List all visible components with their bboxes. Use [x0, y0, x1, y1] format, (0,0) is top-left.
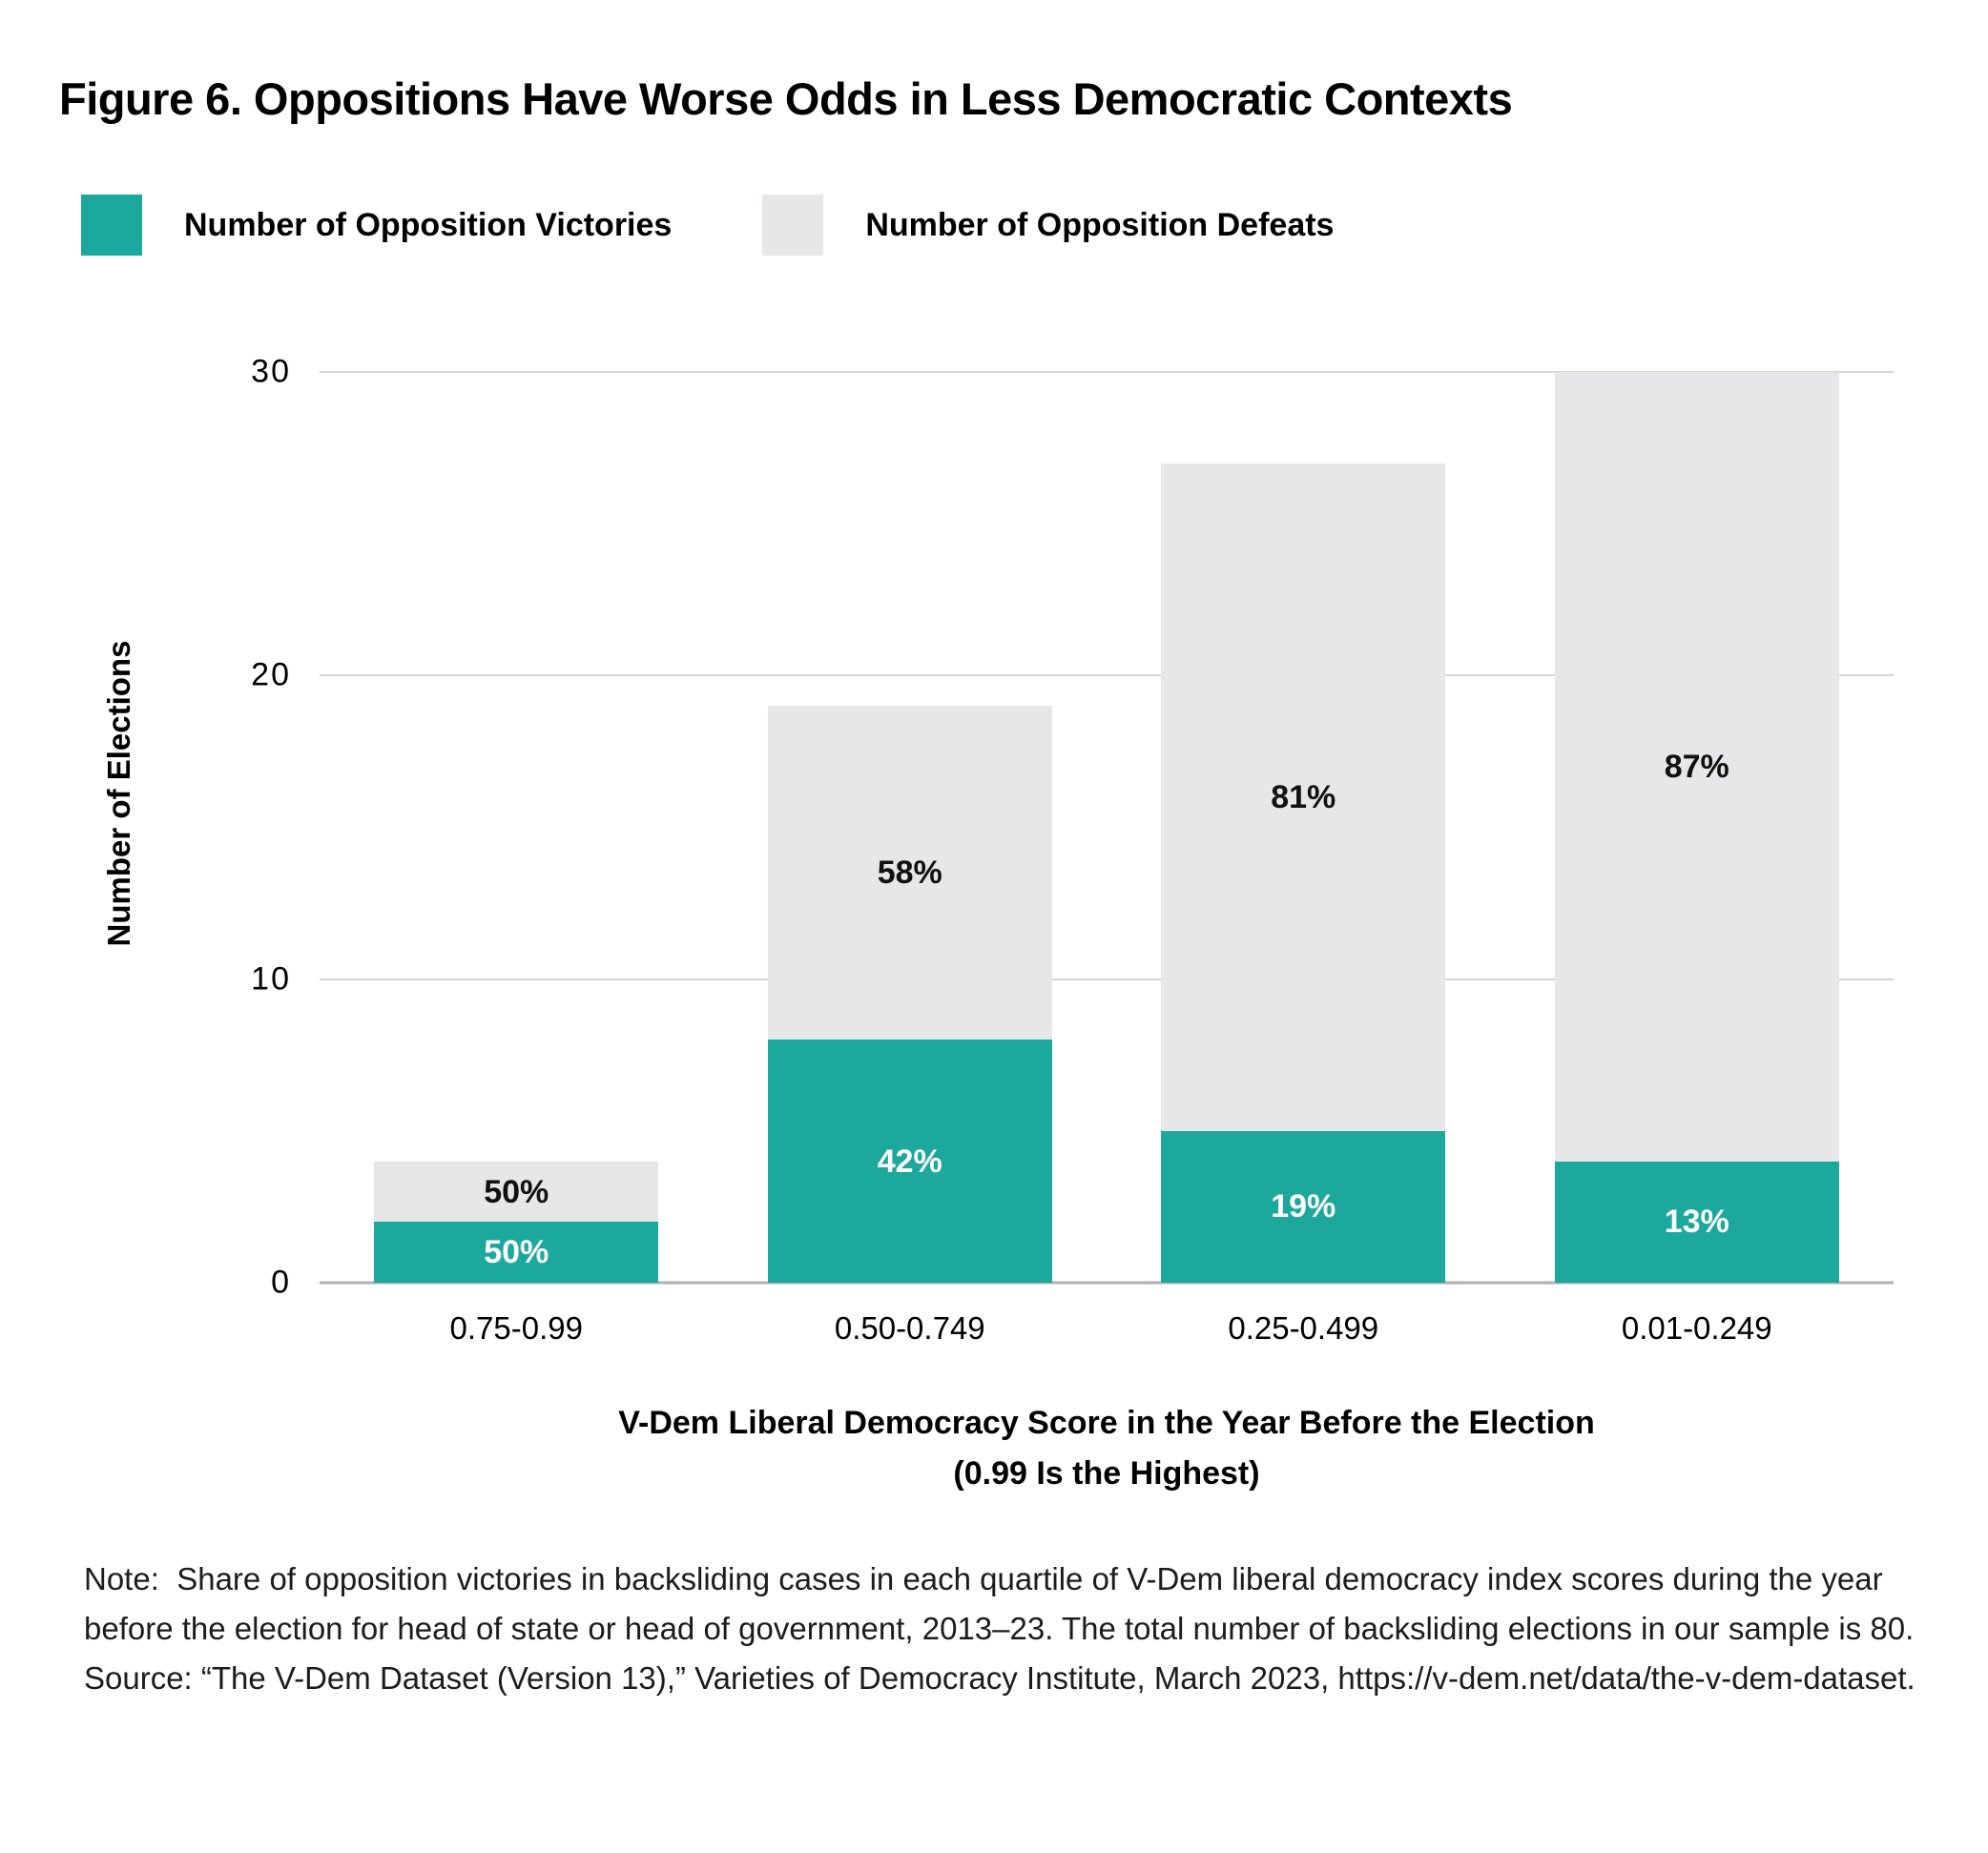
y-tick-label-10: 10 [251, 960, 291, 998]
bar-slot-0.50-0.749: 58% 42% [714, 372, 1108, 1283]
bar-segment-victories-0.25-0.499: 19% [1161, 1130, 1446, 1283]
bar-segment-victories-0.50-0.749: 42% [767, 1040, 1052, 1283]
chart-legend: Number of Opposition Victories Number of… [81, 195, 1334, 256]
x-tick-label-0.50-0.749: 0.50-0.749 [834, 1310, 985, 1346]
defeats-swatch [762, 195, 824, 256]
x-tick-label-0.25-0.499: 0.25-0.499 [1228, 1310, 1379, 1346]
y-axis-title: Number of Elections [101, 640, 136, 947]
bar-slot-0.25-0.499: 81% 19% [1107, 372, 1501, 1283]
stacked-bar-0.75-0.99: 50% 50% [374, 1161, 659, 1283]
legend-label-victories: Number of Opposition Victories [184, 206, 673, 243]
bar-segment-defeats-0.01-0.249: 87% [1554, 372, 1839, 1162]
gridline-10 [320, 978, 1894, 980]
stacked-bar-0.01-0.249: 87% 13% [1554, 372, 1839, 1283]
stacked-bar-0.50-0.749: 58% 42% [767, 706, 1052, 1283]
source-text: Source: “The V-Dem Dataset (Version 13),… [84, 1660, 1916, 1697]
bars-container: 50% 50% 58% 42% 81% 19% 87% 13% [320, 372, 1894, 1283]
bar-slot-0.75-0.99: 50% 50% [320, 372, 714, 1283]
bar-segment-victories-0.75-0.99: 50% [374, 1222, 659, 1283]
plot-area: 0 10 20 30 50% 50% 58% 42% 81% 19% 87% 13% [251, 354, 1894, 1301]
percent-label: 87% [1664, 748, 1729, 785]
percent-label: 42% [877, 1143, 942, 1180]
gridline-30 [320, 371, 1894, 373]
stacked-bar-0.25-0.499: 81% 19% [1161, 463, 1446, 1283]
bar-segment-defeats-0.25-0.499: 81% [1161, 463, 1446, 1131]
legend-item-defeats: Number of Opposition Defeats [762, 195, 1334, 256]
x-axis-title-line1: V-Dem Liberal Democracy Score in the Yea… [618, 1405, 1595, 1441]
figure-title: Figure 6. Oppositions Have Worse Odds in… [59, 73, 1513, 124]
percent-label: 19% [1271, 1188, 1336, 1225]
x-axis-ticks: 0.75-0.99 0.50-0.749 0.25-0.499 0.01-0.249 [320, 1310, 1894, 1347]
y-tick-label-0: 0 [271, 1264, 291, 1301]
x-axis-title-line2: (0.99 Is the Highest) [953, 1454, 1260, 1492]
figure-footer: Note: Share of opposition victories in b… [84, 1554, 1920, 1703]
x-axis-baseline [320, 1281, 1894, 1285]
bar-segment-defeats-0.75-0.99: 50% [374, 1161, 659, 1223]
percent-label: 81% [1271, 778, 1336, 815]
bar-segment-defeats-0.50-0.749: 58% [767, 706, 1052, 1040]
legend-label-defeats: Number of Opposition Defeats [865, 206, 1335, 243]
x-tick-label-0.01-0.249: 0.01-0.249 [1621, 1310, 1772, 1346]
y-tick-label-20: 20 [251, 656, 291, 693]
victories-swatch [81, 195, 142, 256]
percent-label: 50% [484, 1234, 549, 1271]
percent-label: 58% [877, 854, 942, 892]
bar-segment-victories-0.01-0.249: 13% [1554, 1161, 1839, 1283]
bar-slot-0.01-0.249: 87% 13% [1501, 372, 1895, 1283]
legend-item-victories: Number of Opposition Victories [81, 195, 672, 256]
percent-label: 50% [484, 1173, 549, 1210]
note-text: Note: Share of opposition victories in b… [84, 1561, 1915, 1647]
y-tick-label-30: 30 [251, 353, 291, 390]
percent-label: 13% [1664, 1204, 1729, 1241]
x-axis-title: V-Dem Liberal Democracy Score in the Yea… [320, 1398, 1894, 1498]
x-tick-label-0.75-0.99: 0.75-0.99 [449, 1310, 583, 1346]
gridline-20 [320, 674, 1894, 677]
